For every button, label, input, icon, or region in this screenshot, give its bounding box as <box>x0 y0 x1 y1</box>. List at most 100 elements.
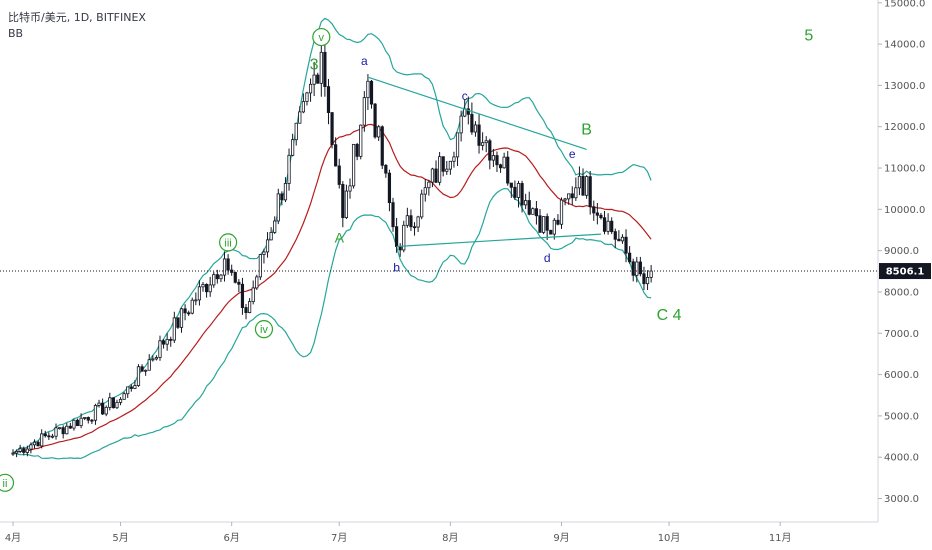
wave-label: iii <box>224 237 231 249</box>
wave-label: 5 <box>804 27 813 44</box>
candle-body <box>427 181 431 189</box>
indicator-label[interactable]: BB <box>8 27 24 40</box>
candle-body <box>423 187 427 195</box>
candle-body <box>369 80 374 105</box>
candle-body <box>592 206 596 214</box>
candle-body <box>201 283 205 288</box>
candle-body <box>549 229 553 235</box>
candle-body <box>520 183 524 206</box>
candle-body <box>194 299 198 302</box>
candle-body <box>111 397 115 409</box>
candle-body <box>36 441 40 447</box>
candle-body <box>642 273 646 285</box>
price-tick-label: 5000.0 <box>884 411 919 422</box>
candle-body <box>179 308 184 328</box>
candle-body <box>47 435 51 438</box>
time-tick-label: 8月 <box>442 532 458 544</box>
candle-body <box>326 86 331 113</box>
candle-body <box>126 386 130 395</box>
wave-circle <box>312 27 331 47</box>
wave-label: A <box>335 229 345 245</box>
candle-body <box>362 97 366 126</box>
candle-body <box>620 236 625 242</box>
candle-body <box>316 74 320 84</box>
time-tick-label: 10月 <box>658 532 681 544</box>
candle-body <box>638 261 642 275</box>
candle-body <box>18 448 22 452</box>
candle-body <box>498 164 503 169</box>
candle-body <box>276 193 280 222</box>
wave-label: B <box>581 122 592 139</box>
candle-body <box>140 366 144 372</box>
candle-body <box>502 156 506 169</box>
candle-body <box>244 307 248 314</box>
wave-label: d <box>544 251 551 265</box>
candle-body <box>513 186 517 198</box>
candle-body <box>233 272 237 283</box>
candle-body <box>552 219 556 235</box>
candle-body <box>308 83 313 94</box>
candle-body <box>541 216 546 233</box>
candle-body <box>531 208 535 215</box>
candle-body <box>226 258 230 271</box>
candle-body <box>29 444 33 450</box>
candle-body <box>14 450 19 454</box>
price-tick-label: 7000.0 <box>884 329 919 340</box>
candle-body <box>108 397 112 408</box>
candle-body <box>11 452 15 455</box>
candle-body <box>455 132 460 158</box>
candle-body <box>248 301 252 314</box>
price-tick-label: 14000.0 <box>884 40 925 51</box>
candle-body <box>212 274 216 286</box>
candle-body <box>122 393 126 400</box>
candle-body <box>577 175 582 189</box>
candle-body <box>58 427 62 430</box>
wave-label: v <box>319 32 325 44</box>
candle-body <box>348 185 352 192</box>
candle-body <box>602 217 607 232</box>
candle-body <box>197 286 202 301</box>
time-tick-label: 4月 <box>5 532 21 544</box>
candle-body <box>394 226 399 247</box>
candle-body <box>563 198 567 201</box>
candle-body <box>452 156 456 162</box>
candle-body <box>258 254 262 278</box>
candle-body <box>355 143 359 157</box>
candle-body <box>645 276 650 285</box>
candle-body <box>384 164 388 174</box>
price-tick-label: 9000.0 <box>884 246 919 257</box>
candle-body <box>574 187 578 199</box>
candle-body <box>169 338 173 341</box>
candle-body <box>219 274 223 280</box>
candle-body <box>595 212 599 216</box>
candle-body <box>430 168 435 183</box>
candle-body <box>273 220 277 233</box>
candle-body <box>265 239 270 253</box>
candle-body <box>545 216 549 231</box>
candle-body <box>613 231 617 240</box>
candle-body <box>25 448 29 453</box>
price-tick-label: 8000.0 <box>884 287 919 298</box>
candle-body <box>524 200 528 206</box>
candle-body <box>538 215 542 233</box>
candle-body <box>129 386 133 389</box>
candle-body <box>154 357 158 360</box>
candle-body <box>32 441 37 446</box>
candle-body <box>147 359 151 371</box>
candle-body <box>176 317 180 328</box>
candle-body <box>416 216 420 228</box>
candle-body <box>280 193 284 201</box>
candle-body <box>215 274 219 280</box>
candle-body <box>495 155 499 166</box>
candle-body <box>516 183 521 198</box>
candle-body <box>405 215 409 226</box>
candle-body <box>488 140 492 161</box>
candle-body <box>567 193 571 200</box>
candle-body <box>409 215 413 228</box>
candle-body <box>65 425 69 435</box>
candle-body <box>466 108 470 115</box>
candle-body <box>556 219 560 225</box>
candle-body <box>509 182 513 188</box>
